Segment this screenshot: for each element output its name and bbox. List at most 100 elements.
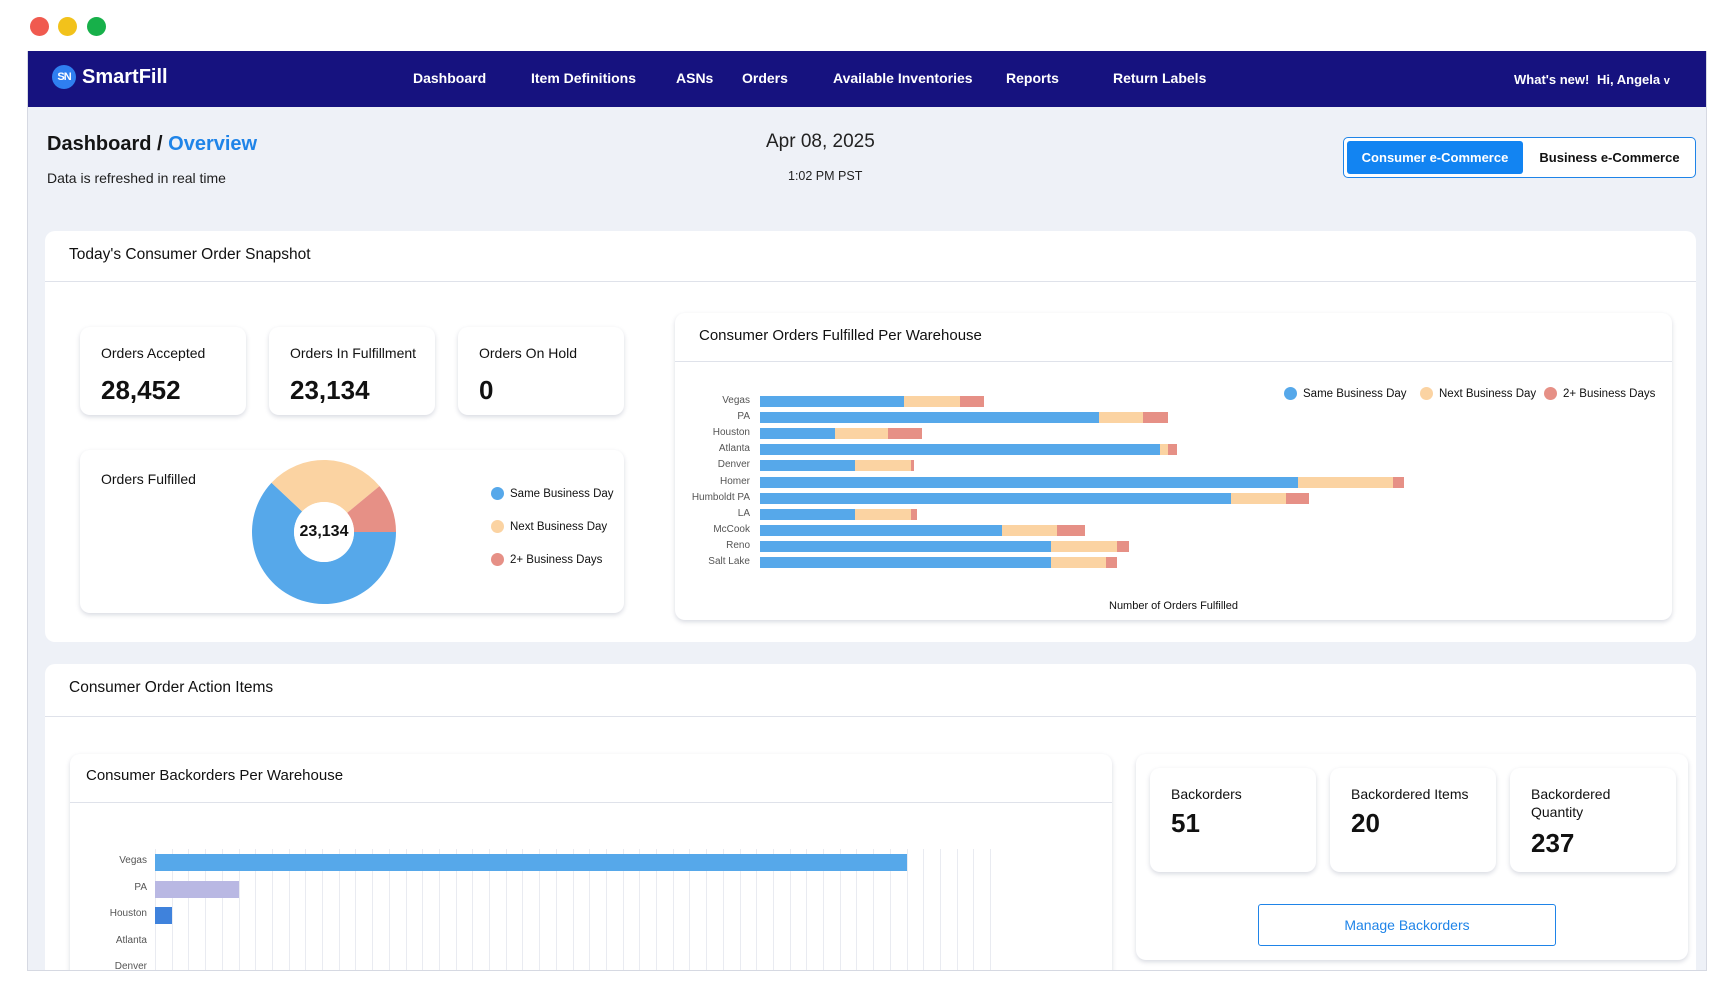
bar-segment[interactable] — [835, 428, 888, 440]
card-label: Orders On Hold — [479, 345, 578, 361]
backorders-count-card: Backorders 51 — [1150, 768, 1316, 872]
action-items-divider — [45, 716, 1696, 717]
brand-name: SmartFill — [82, 65, 168, 88]
bar-segment[interactable] — [1050, 557, 1107, 568]
y-tick-label: Houston — [712, 427, 750, 439]
bar-segment[interactable] — [910, 508, 917, 520]
donut-slice-same-business-day[interactable] — [252, 482, 396, 604]
y-tick-label: Reno — [726, 539, 750, 551]
grid-line — [889, 849, 891, 970]
grid-line — [238, 849, 240, 970]
backordered-items-card: Backordered Items 20 — [1330, 768, 1496, 872]
backorder-bar[interactable] — [155, 854, 907, 871]
grid-line — [589, 849, 591, 970]
user-menu[interactable]: Hi, Angela v — [1597, 72, 1670, 87]
donut-hole — [294, 502, 354, 562]
bar-segment[interactable] — [1117, 540, 1129, 552]
grid-line — [338, 849, 340, 970]
bar-segment[interactable] — [1230, 492, 1287, 504]
bar-segment[interactable] — [1286, 492, 1310, 504]
manage-backorders-button[interactable]: Manage Backorders — [1258, 904, 1556, 946]
grid-line — [505, 849, 507, 970]
grid-line — [856, 849, 858, 970]
nav-item-available-inventories[interactable]: Available Inventories — [833, 70, 973, 86]
consumer-ecommerce-tab[interactable]: Consumer e-Commerce — [1347, 141, 1523, 174]
orders-accepted-card: Orders Accepted 28,452 — [80, 327, 246, 415]
y-tick-label: Salt Lake — [708, 556, 750, 567]
bar-segment[interactable] — [855, 508, 911, 520]
bar-segment[interactable] — [1159, 444, 1169, 456]
grid-line — [956, 849, 958, 970]
card-label: Orders In Fulfillment — [290, 345, 417, 361]
backorders-chart-card: Consumer Backorders Per Warehouse Vegas P… — [70, 754, 1112, 971]
bar-segment[interactable] — [760, 412, 1099, 424]
nav-item-item-definitions[interactable]: Item Definitions — [531, 70, 637, 86]
bar-segment[interactable] — [760, 540, 1051, 552]
bar-segment[interactable] — [887, 428, 923, 440]
bar-segment[interactable] — [904, 396, 960, 407]
bar-segment[interactable] — [760, 428, 836, 440]
grid-line — [188, 849, 190, 970]
bar-segment[interactable] — [760, 557, 1051, 568]
grid-line — [672, 849, 674, 970]
bar-segment[interactable] — [855, 460, 911, 472]
backorder-bars-area: Vegas PA Houston Atlanta Denver — [70, 754, 1112, 971]
business-ecommerce-tab[interactable]: Business e-Commerce — [1539, 150, 1680, 165]
legend-swatch — [491, 553, 504, 566]
card-label: Backordered Quantity — [1531, 786, 1611, 820]
grid-line — [739, 849, 741, 970]
close-window-icon[interactable] — [30, 17, 49, 36]
bar-segment[interactable] — [1050, 540, 1118, 552]
backorder-stats-card: Backorders 51 Backordered Items 20 Backo… — [1136, 754, 1688, 960]
current-date: Apr 08, 2025 — [766, 131, 875, 152]
minimize-window-icon[interactable] — [58, 17, 77, 36]
bar-segment[interactable] — [760, 460, 856, 472]
legend-label: Next Business Day — [510, 520, 608, 533]
donut-slice-2-business-days[interactable] — [347, 486, 396, 532]
grid-line — [205, 849, 207, 970]
grid-line — [806, 849, 808, 970]
bar-segment[interactable] — [959, 396, 985, 407]
bar-segment[interactable] — [1168, 444, 1178, 456]
grid-line — [990, 849, 991, 970]
grid-line — [271, 849, 273, 970]
bar-segment[interactable] — [1057, 524, 1086, 536]
bar-segment[interactable] — [760, 524, 1002, 536]
backorder-bar[interactable] — [155, 907, 172, 924]
bar-segment[interactable] — [910, 460, 915, 472]
grid-line — [355, 849, 357, 970]
y-tick-label: Denver — [717, 459, 750, 471]
donut-slice-next-business-day[interactable] — [271, 460, 380, 513]
bar-segment[interactable] — [1106, 557, 1118, 568]
nav-item-reports[interactable]: Reports — [1006, 70, 1059, 86]
grid-line — [472, 849, 474, 970]
grid-line — [839, 849, 841, 970]
nav-item-dashboard[interactable]: Dashboard — [413, 70, 487, 86]
y-tick-label: PA — [134, 881, 147, 893]
card-value: 237 — [1531, 828, 1575, 858]
bar-segment[interactable] — [760, 396, 905, 407]
bar-segment[interactable] — [1392, 476, 1404, 488]
bar-segment[interactable] — [1098, 412, 1143, 424]
orders-in-fulfillment-card: Orders In Fulfillment 23,134 — [269, 327, 435, 415]
bar-segment[interactable] — [760, 476, 1299, 488]
backorder-bar[interactable] — [155, 880, 239, 898]
whats-new-link[interactable]: What's new! — [1514, 72, 1590, 87]
nav-item-orders[interactable]: Orders — [742, 70, 788, 86]
bar-segment[interactable] — [1001, 524, 1058, 536]
snapshot-panel: Today's Consumer Order Snapshot Orders A… — [45, 231, 1696, 642]
bar-segment[interactable] — [760, 444, 1160, 456]
bar-segment[interactable] — [1298, 476, 1393, 488]
maximize-window-icon[interactable] — [87, 17, 106, 36]
fulfilled-chart-title: Consumer Orders Fulfilled Per Warehouse — [699, 327, 982, 344]
legend-label: Same Business Day — [510, 487, 614, 500]
y-tick-label: Denver — [114, 961, 147, 971]
bar-segment[interactable] — [760, 492, 1231, 504]
breadcrumb-root[interactable]: Dashboard — [47, 133, 152, 155]
bar-segment[interactable] — [1142, 412, 1169, 424]
brand[interactable]: SN SmartFill — [52, 65, 168, 89]
nav-item-return-labels[interactable]: Return Labels — [1113, 70, 1207, 86]
card-value: 28,452 — [101, 375, 181, 405]
nav-item-asns[interactable]: ASNs — [676, 70, 714, 86]
bar-segment[interactable] — [760, 508, 856, 520]
